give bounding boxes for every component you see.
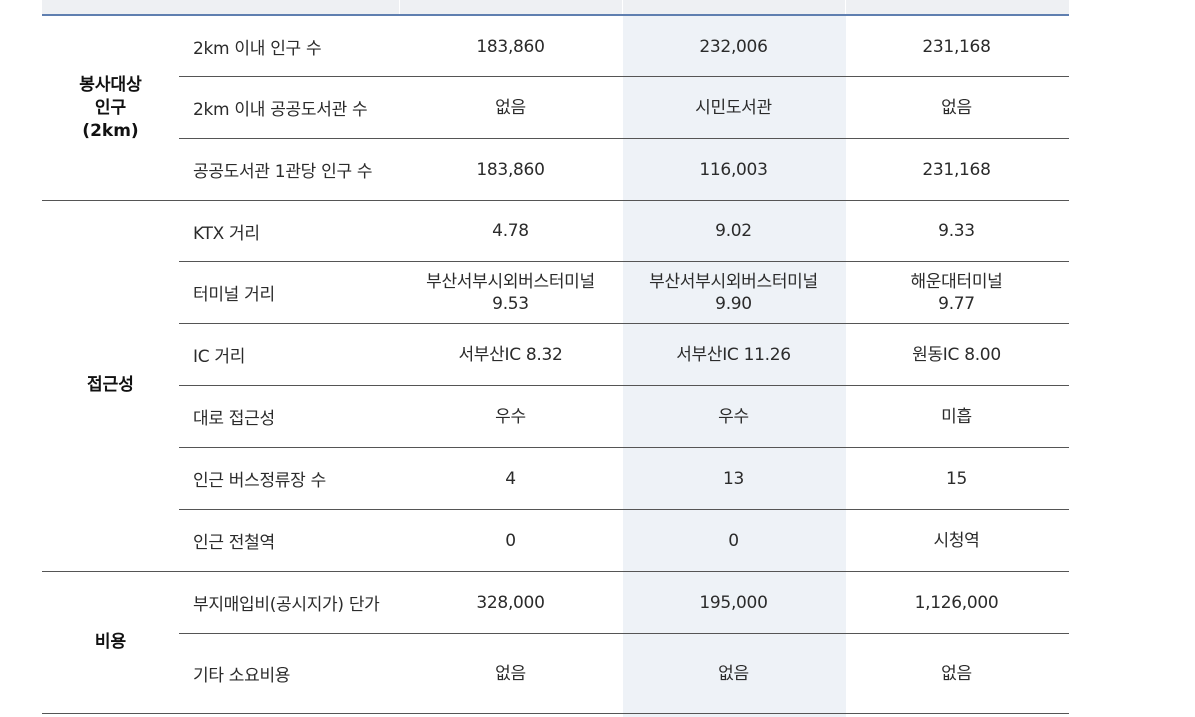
row-label: IC 거리 [193, 347, 246, 367]
header-separator [845, 0, 846, 14]
category-cost: 비용 [42, 571, 179, 714]
table-row: 대로 접근성 우수 우수 미흡 [179, 386, 1069, 447]
table-row: 부지매입비(공시지가) 단가 328,000 195,000 1,126,000 [179, 572, 1069, 633]
table-cell: 0 [728, 530, 739, 551]
row-label: 인근 버스정류장 수 [193, 471, 326, 491]
row-label: 대로 접근성 [193, 409, 275, 429]
table-cell: 4.78 [492, 221, 529, 241]
cell-line: 부산서부시외버스터미널 [426, 271, 595, 292]
table-cell: 우수 [718, 406, 749, 427]
table-row: KTX 거리 4.78 9.02 9.33 [179, 201, 1069, 261]
comparison-table: 봉사대상 인구 (2km) 접근성 비용 2km 이내 인구 수 183,860… [42, 0, 1069, 717]
cell-line: 해운대터미널 [910, 271, 1003, 292]
row-divider [179, 633, 1069, 634]
row-label: 터미널 거리 [193, 285, 275, 305]
row-label: 2km 이내 공공도서관 수 [193, 100, 368, 120]
category-access: 접근성 [42, 200, 179, 571]
row-divider [179, 385, 1069, 386]
table-cell: 서부산IC 8.32 [458, 344, 563, 365]
row-label: 공공도서관 1관당 인구 수 [193, 162, 373, 182]
row-divider [179, 76, 1069, 77]
table-cell: 서부산IC 11.26 [676, 344, 791, 365]
table-row: 인근 버스정류장 수 4 13 15 [179, 448, 1069, 509]
group-divider [42, 571, 1069, 572]
table-cell: 없음 [495, 663, 526, 684]
row-label: 2km 이내 인구 수 [193, 39, 322, 59]
category-label: (2km) [82, 120, 139, 141]
table-row: 기타 소요비용 없음 없음 없음 [179, 634, 1069, 713]
row-label: 부지매입비(공시지가) 단가 [193, 595, 380, 615]
table-cell: 195,000 [699, 592, 768, 613]
table-row: 2km 이내 공공도서관 수 없음 시민도서관 없음 [179, 77, 1069, 138]
table-cell: 시민도서관 [695, 97, 772, 118]
table-cell: 328,000 [476, 592, 545, 613]
category-population: 봉사대상 인구 (2km) [42, 16, 179, 200]
table-row: 터미널 거리 부산서부시외버스터미널 9.53 부산서부시외버스터미널 9.90… [179, 262, 1069, 323]
table-cell: 부산서부시외버스터미널 9.90 [622, 271, 845, 315]
category-label: 접근성 [87, 375, 134, 395]
highlighted-column [623, 16, 846, 717]
table-cell: 부산서부시외버스터미널 9.53 [399, 271, 622, 315]
table-cell: 없음 [941, 97, 972, 118]
table-cell: 없음 [718, 663, 749, 684]
row-divider [179, 447, 1069, 448]
row-label: 기타 소요비용 [193, 666, 291, 686]
table-cell: 231,168 [922, 159, 991, 180]
table-cell: 9.33 [938, 221, 975, 241]
cell-line: 9.53 [492, 293, 529, 314]
table-cell: 9.02 [715, 221, 752, 241]
category-label: 봉사대상 [79, 74, 142, 95]
table-header-strip [42, 0, 1069, 14]
category-label: 인구 [94, 97, 127, 118]
table-bottom-border [42, 713, 1069, 714]
header-underline [42, 14, 1069, 16]
table-row: 공공도서관 1관당 인구 수 183,860 116,003 231,168 [179, 139, 1069, 200]
table-cell: 13 [722, 468, 745, 489]
table-cell: 116,003 [699, 159, 768, 180]
table-cell: 없음 [495, 97, 526, 118]
category-label: 비용 [94, 632, 127, 652]
row-divider [179, 509, 1069, 510]
row-divider [179, 323, 1069, 324]
table-cell: 원동IC 8.00 [912, 344, 1001, 365]
table-cell: 없음 [941, 663, 972, 684]
table-row: 2km 이내 인구 수 183,860 232,006 231,168 [179, 16, 1069, 77]
table-cell: 232,006 [699, 36, 768, 57]
table-row: IC 거리 서부산IC 8.32 서부산IC 11.26 원동IC 8.00 [179, 324, 1069, 385]
table-cell: 해운대터미널 9.77 [845, 271, 1068, 315]
table-cell: 우수 [495, 406, 526, 427]
table-cell: 미흡 [941, 406, 972, 427]
row-divider [179, 138, 1069, 139]
table-cell: 231,168 [922, 36, 991, 57]
header-separator [622, 0, 623, 14]
table-cell: 4 [505, 468, 516, 489]
row-label: KTX 거리 [193, 223, 260, 244]
row-label: 인근 전철역 [193, 533, 275, 553]
cell-line: 9.77 [938, 293, 975, 314]
table-cell: 183,860 [476, 36, 545, 57]
table-cell: 15 [945, 468, 968, 489]
cell-line: 9.90 [715, 293, 752, 314]
table-row: 인근 전철역 0 0 시청역 [179, 510, 1069, 571]
table-cell: 0 [505, 530, 516, 551]
table-cell: 시청역 [933, 530, 980, 551]
group-divider [42, 200, 1069, 201]
header-separator [399, 0, 400, 14]
cell-line: 부산서부시외버스터미널 [649, 271, 818, 292]
table-cell: 1,126,000 [914, 592, 999, 613]
table-cell: 183,860 [476, 159, 545, 180]
row-divider [179, 261, 1069, 262]
